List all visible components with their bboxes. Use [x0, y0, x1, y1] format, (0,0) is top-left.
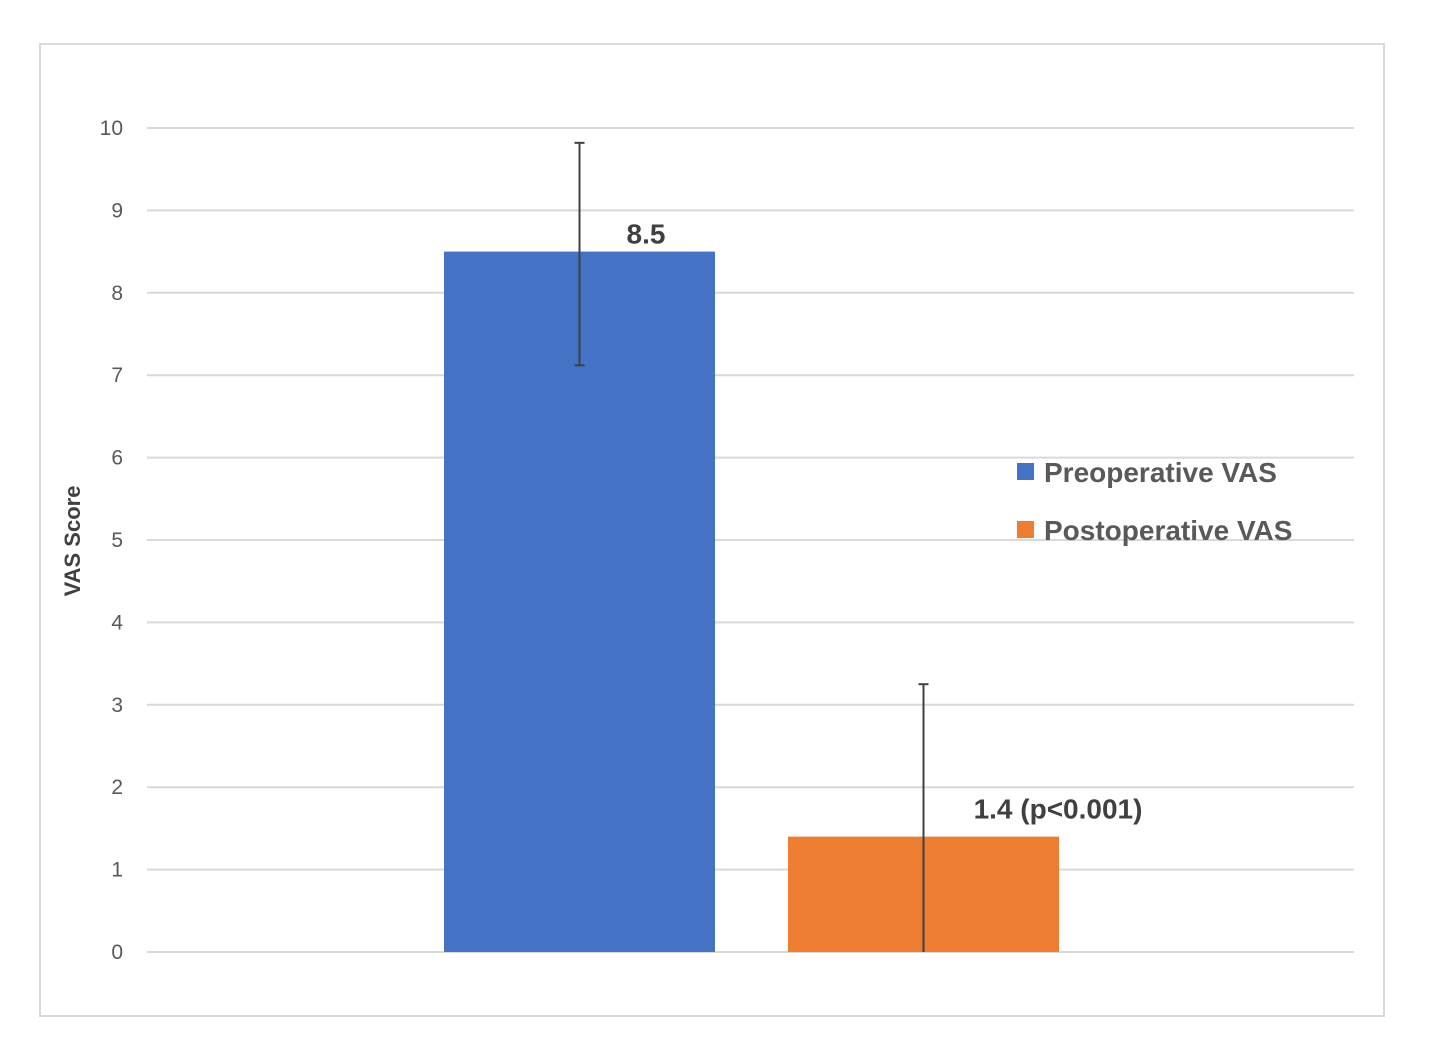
y-tick-label: 7 [111, 364, 123, 387]
y-axis-ticks: 0 1 2 3 4 5 6 7 8 9 10 [100, 117, 124, 964]
legend-swatch [1017, 463, 1034, 480]
y-axis-title: VAS Score [60, 486, 85, 597]
y-tick-label: 3 [111, 694, 123, 717]
data-label: 1.4 (p<0.001) [974, 794, 1143, 825]
data-label: 8.5 [627, 219, 666, 250]
y-tick-label: 10 [100, 117, 123, 140]
gridlines [147, 127, 1354, 953]
y-tick-label: 8 [111, 282, 123, 305]
legend-label: Postoperative VAS [1044, 515, 1292, 546]
y-tick-label: 0 [111, 941, 123, 964]
y-tick-label: 2 [111, 776, 123, 799]
y-tick-label: 6 [111, 447, 123, 470]
y-tick-label: 5 [111, 529, 123, 552]
y-tick-label: 9 [111, 199, 123, 222]
bar-preoperative [444, 251, 715, 953]
bars [444, 251, 1059, 953]
legend: Preoperative VAS Postoperative VAS [1017, 457, 1292, 546]
y-tick-label: 1 [111, 859, 123, 882]
legend-swatch [1017, 521, 1034, 538]
y-tick-label: 4 [111, 611, 123, 634]
legend-label: Preoperative VAS [1044, 457, 1277, 488]
data-labels: 8.5 1.4 (p<0.001) [627, 219, 1143, 825]
error-bars [574, 141, 929, 952]
